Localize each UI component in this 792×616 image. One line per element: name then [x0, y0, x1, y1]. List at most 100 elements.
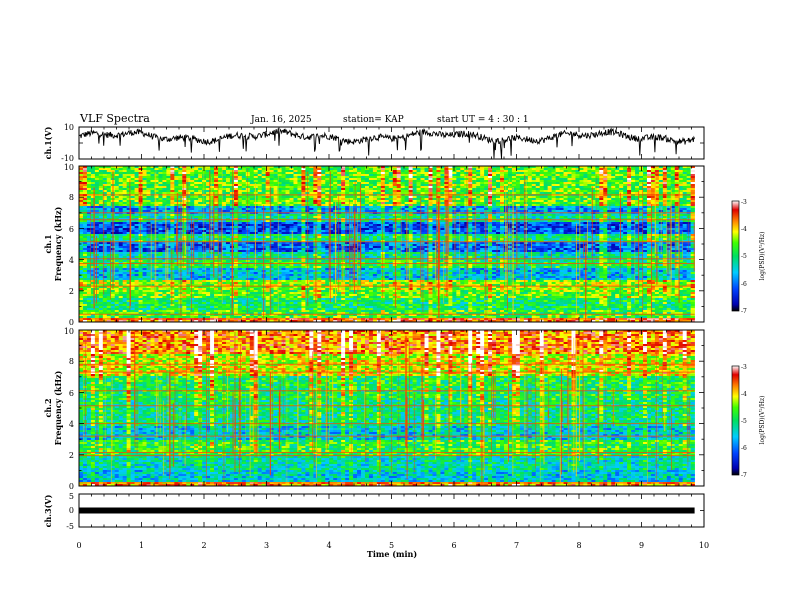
spectrogram-cell [460, 176, 465, 179]
spectrogram-cell [396, 214, 402, 217]
spectrogram-cell [539, 172, 544, 175]
spectrogram-cell [297, 204, 302, 207]
spectrogram-cell [106, 220, 112, 223]
spectrogram-cell [341, 222, 346, 225]
spectrogram-cell [563, 222, 568, 225]
spectrogram-cell [194, 222, 199, 225]
spectrogram-cell [531, 208, 537, 211]
spectrogram-cell [476, 198, 481, 201]
spectrogram-cell [579, 190, 584, 193]
spectrogram-cell [241, 218, 247, 221]
spectrogram-cell [388, 172, 394, 175]
spectrogram-cell [90, 202, 96, 205]
spectrogram-cell [146, 214, 151, 217]
spectrogram-cell [94, 196, 100, 199]
spectrogram-cell [420, 198, 425, 201]
spectrogram-cell [492, 216, 497, 219]
spectrogram-cell [591, 196, 596, 199]
spectrogram-cell [170, 188, 175, 191]
spectrogram-cell [277, 176, 282, 179]
spectrogram-cell [313, 206, 318, 209]
spectrogram-cell [408, 208, 413, 211]
spectrogram-cell [424, 214, 429, 217]
spectrogram-cell [380, 220, 386, 223]
spectrogram-cell [162, 216, 167, 219]
spectrogram-cell [285, 190, 290, 193]
spectrogram-cell [273, 208, 278, 211]
spectrogram-cell [146, 210, 151, 213]
spectrogram-cell [527, 200, 533, 203]
spectrogram-cell [388, 190, 394, 193]
spectrogram-cell [106, 206, 112, 209]
spectrogram-cell [432, 206, 437, 209]
spectrogram-cell [543, 222, 548, 225]
spectrogram-cell [690, 198, 695, 201]
spectrogram-cell [182, 198, 187, 201]
spectrogram-cell [134, 166, 139, 169]
spectrogram-cell [464, 208, 469, 211]
spectrogram-cell [682, 178, 687, 181]
spectrogram-cell [531, 224, 537, 227]
spectrogram-cell [575, 188, 580, 191]
spectrogram-cell [281, 216, 286, 219]
spectrogram-cell [372, 190, 378, 193]
spectrogram-cell [503, 176, 509, 179]
spectrogram-cell [690, 178, 695, 181]
spectrogram-cell [519, 182, 525, 185]
spectrogram-cell [82, 188, 88, 191]
spectrogram-cell [321, 206, 326, 209]
spectrogram-cell [106, 210, 112, 213]
spectrogram-cell [452, 202, 457, 205]
spectrogram-cell [690, 190, 695, 193]
spectrogram-cell [623, 176, 628, 179]
spectrogram-cell [531, 172, 537, 175]
spectrogram-cell [134, 230, 139, 233]
spectrogram-cell [619, 222, 624, 225]
spectrogram-cell [535, 170, 541, 173]
spectrogram-cell [237, 228, 243, 231]
spectrogram-cell [94, 220, 100, 223]
spectrogram-cell [507, 204, 513, 207]
spectrogram-cell [635, 218, 640, 221]
spectrogram-cell [341, 188, 346, 191]
spectrogram-cell [686, 202, 691, 205]
spectrogram-cell [519, 190, 525, 193]
spectrogram-cell [178, 216, 183, 219]
spectrogram-cell [559, 174, 564, 177]
spectrogram-cell [289, 198, 294, 201]
spectrogram-cell [591, 166, 596, 169]
spectrogram-cell [619, 210, 624, 213]
spectrogram-cell [579, 198, 584, 201]
spectrogram-cell [472, 182, 477, 185]
spectrogram-cell [396, 210, 402, 213]
spectrogram-cell [202, 222, 207, 225]
spectrogram-cell [122, 192, 127, 195]
spectrogram-cell [535, 172, 541, 175]
spectrogram-cell [583, 196, 588, 199]
spectrogram-cell [424, 204, 429, 207]
spectrogram-cell [559, 170, 564, 173]
spectrogram-cell [241, 228, 247, 231]
spectrogram-cell [646, 182, 652, 185]
spectrogram-cell [639, 176, 644, 179]
spectrogram-cell [166, 170, 171, 173]
spectrogram-cell [297, 228, 302, 231]
spectrogram-cell [531, 198, 537, 201]
spectrogram-cell [174, 190, 179, 193]
spectrogram-cell [650, 182, 656, 185]
spectrogram-cell [357, 210, 362, 213]
spectrogram-cell [237, 172, 243, 175]
spectrogram-cell [523, 168, 529, 171]
spectrogram-cell [154, 192, 159, 195]
spectrogram-cell [388, 166, 394, 169]
spectrogram-cell [579, 172, 584, 175]
spectrogram-cell [424, 184, 429, 187]
spectrogram-cell [372, 202, 378, 205]
spectrogram-cell [98, 188, 104, 191]
spectrogram-cell [182, 184, 187, 187]
spectrogram-cell [166, 230, 171, 233]
spectrogram-cell [210, 202, 215, 205]
spectrogram-cell [309, 174, 314, 177]
spectrogram-cell [460, 202, 465, 205]
spectrogram-cell [674, 206, 680, 209]
